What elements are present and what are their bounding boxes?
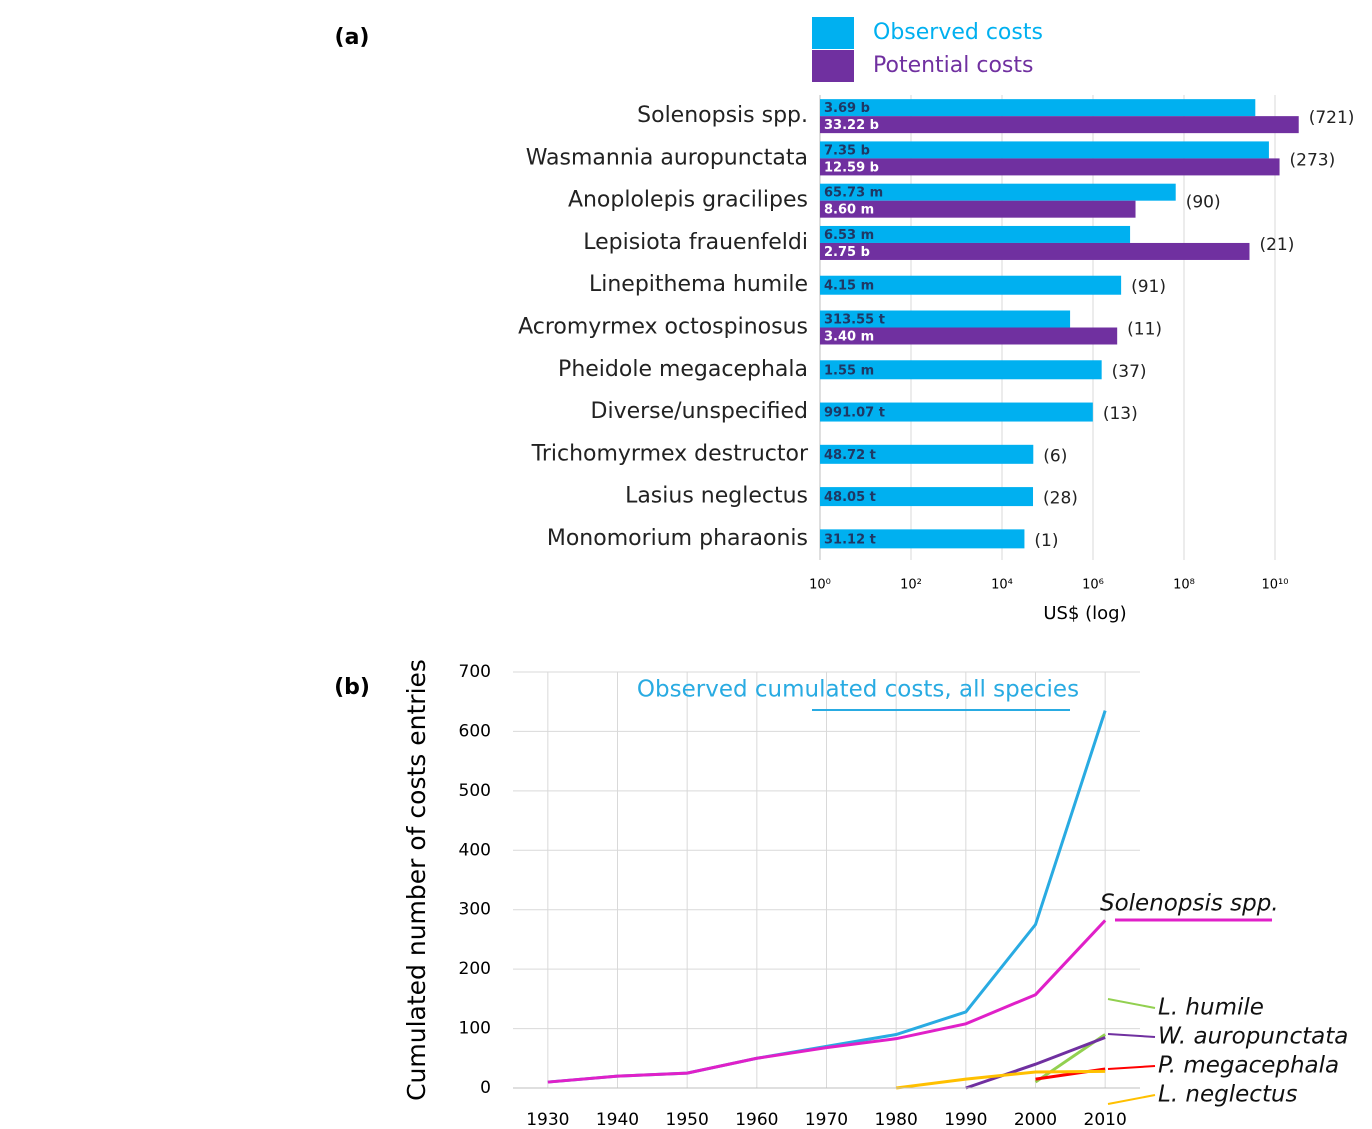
y-axis-label: Cumulated number of costs entries xyxy=(402,659,431,1101)
count-annotation: (721) xyxy=(1309,108,1355,128)
value-label: 7.35 b xyxy=(824,143,870,158)
value-label: 65.73 m xyxy=(824,186,883,201)
x-tick-label: 10⁸ xyxy=(1173,578,1195,593)
x-axis-label: US$ (log) xyxy=(1043,603,1126,624)
x-tick-label: 1960 xyxy=(735,1110,778,1129)
x-tick-label: 2010 xyxy=(1084,1110,1127,1129)
category-label: Lasius neglectus xyxy=(625,484,808,509)
category-label: Anoplolepis gracilipes xyxy=(568,188,808,213)
category-label: Acromyrmex octospinosus xyxy=(518,315,808,340)
category-label: Solenopsis spp. xyxy=(637,103,808,128)
legend-label: Observed costs xyxy=(873,20,1043,45)
count-annotation: (273) xyxy=(1290,150,1336,170)
series-label: L. humile xyxy=(1158,995,1264,1021)
bar xyxy=(820,158,1280,175)
bar xyxy=(820,99,1255,116)
category-label: Lepisiota frauenfeldi xyxy=(583,230,808,255)
x-tick-label: 1940 xyxy=(596,1110,639,1129)
value-label: 6.53 m xyxy=(824,228,874,243)
y-tick-label: 500 xyxy=(459,781,491,801)
x-tick-label: 1990 xyxy=(944,1110,987,1129)
category-label: Pheidole megacephala xyxy=(558,357,808,382)
y-tick-label: 700 xyxy=(459,662,491,682)
value-label: 48.05 t xyxy=(824,490,876,505)
x-tick-label: 2000 xyxy=(1014,1110,1057,1129)
x-tick-label: 10² xyxy=(900,578,922,593)
count-annotation: (11) xyxy=(1127,320,1162,340)
panel-label: (a) xyxy=(335,25,370,50)
legend-label: Potential costs xyxy=(873,53,1033,78)
count-annotation: (37) xyxy=(1112,362,1147,382)
arrow xyxy=(1108,1095,1155,1104)
x-tick-label: 10⁰ xyxy=(809,578,831,593)
x-tick-label: 10¹⁰ xyxy=(1262,578,1289,593)
category-label: Monomorium pharaonis xyxy=(547,526,808,551)
count-annotation: (21) xyxy=(1259,235,1294,255)
series-label: Observed cumulated costs, all species xyxy=(637,677,1079,703)
y-tick-label: 600 xyxy=(459,721,491,741)
arrow xyxy=(1108,1034,1155,1037)
x-tick-label: 1950 xyxy=(666,1110,709,1129)
y-tick-label: 400 xyxy=(459,840,491,860)
x-tick-label: 10⁴ xyxy=(991,578,1013,593)
legend-swatch xyxy=(812,17,854,49)
y-tick-label: 300 xyxy=(459,900,491,920)
value-label: 1.55 m xyxy=(824,363,874,378)
value-label: 8.60 m xyxy=(824,203,874,218)
value-label: 313.55 t xyxy=(824,313,885,328)
count-annotation: (90) xyxy=(1186,193,1221,213)
value-label: 3.69 b xyxy=(824,101,870,116)
value-label: 48.72 t xyxy=(824,448,876,463)
count-annotation: (6) xyxy=(1043,446,1067,466)
category-label: Diverse/unspecified xyxy=(591,399,808,424)
value-label: 4.15 m xyxy=(824,279,874,294)
y-tick-label: 200 xyxy=(459,959,491,979)
series-label: L. neglectus xyxy=(1158,1082,1298,1108)
count-annotation: (13) xyxy=(1103,404,1138,424)
panel-label: (b) xyxy=(334,675,370,700)
count-annotation: (28) xyxy=(1043,489,1078,509)
arrow xyxy=(1108,999,1155,1008)
bar xyxy=(820,141,1269,158)
x-tick-label: 1970 xyxy=(805,1110,848,1129)
category-label: Trichomyrmex destructor xyxy=(531,441,809,466)
category-label: Linepithema humile xyxy=(589,272,808,297)
count-annotation: (1) xyxy=(1034,531,1058,551)
x-tick-label: 10⁶ xyxy=(1082,578,1104,593)
value-label: 3.40 m xyxy=(824,330,874,345)
arrow xyxy=(1108,1066,1155,1069)
category-label: Wasmannia auropunctata xyxy=(526,145,808,170)
legend-swatch xyxy=(812,50,854,82)
y-tick-label: 0 xyxy=(480,1078,491,1098)
bar xyxy=(820,116,1299,133)
page: {"chart_data": [ {"type": "hbar-log", "p… xyxy=(0,0,1372,1129)
value-label: 31.12 t xyxy=(824,532,876,547)
value-label: 991.07 t xyxy=(824,406,885,421)
value-label: 33.22 b xyxy=(824,118,879,133)
bar xyxy=(820,243,1249,260)
series-label: Solenopsis spp. xyxy=(1100,891,1279,917)
figure: (a) US$ (log) (b) Cumulated number of co… xyxy=(0,0,1372,1129)
count-annotation: (91) xyxy=(1131,277,1166,297)
x-tick-label: 1980 xyxy=(875,1110,918,1129)
value-label: 12.59 b xyxy=(824,160,879,175)
x-tick-label: 1930 xyxy=(526,1110,569,1129)
series-label: P. megacephala xyxy=(1158,1053,1339,1079)
series-label: W. auropunctata xyxy=(1158,1024,1348,1050)
y-tick-label: 100 xyxy=(459,1019,491,1039)
value-label: 2.75 b xyxy=(824,245,870,260)
